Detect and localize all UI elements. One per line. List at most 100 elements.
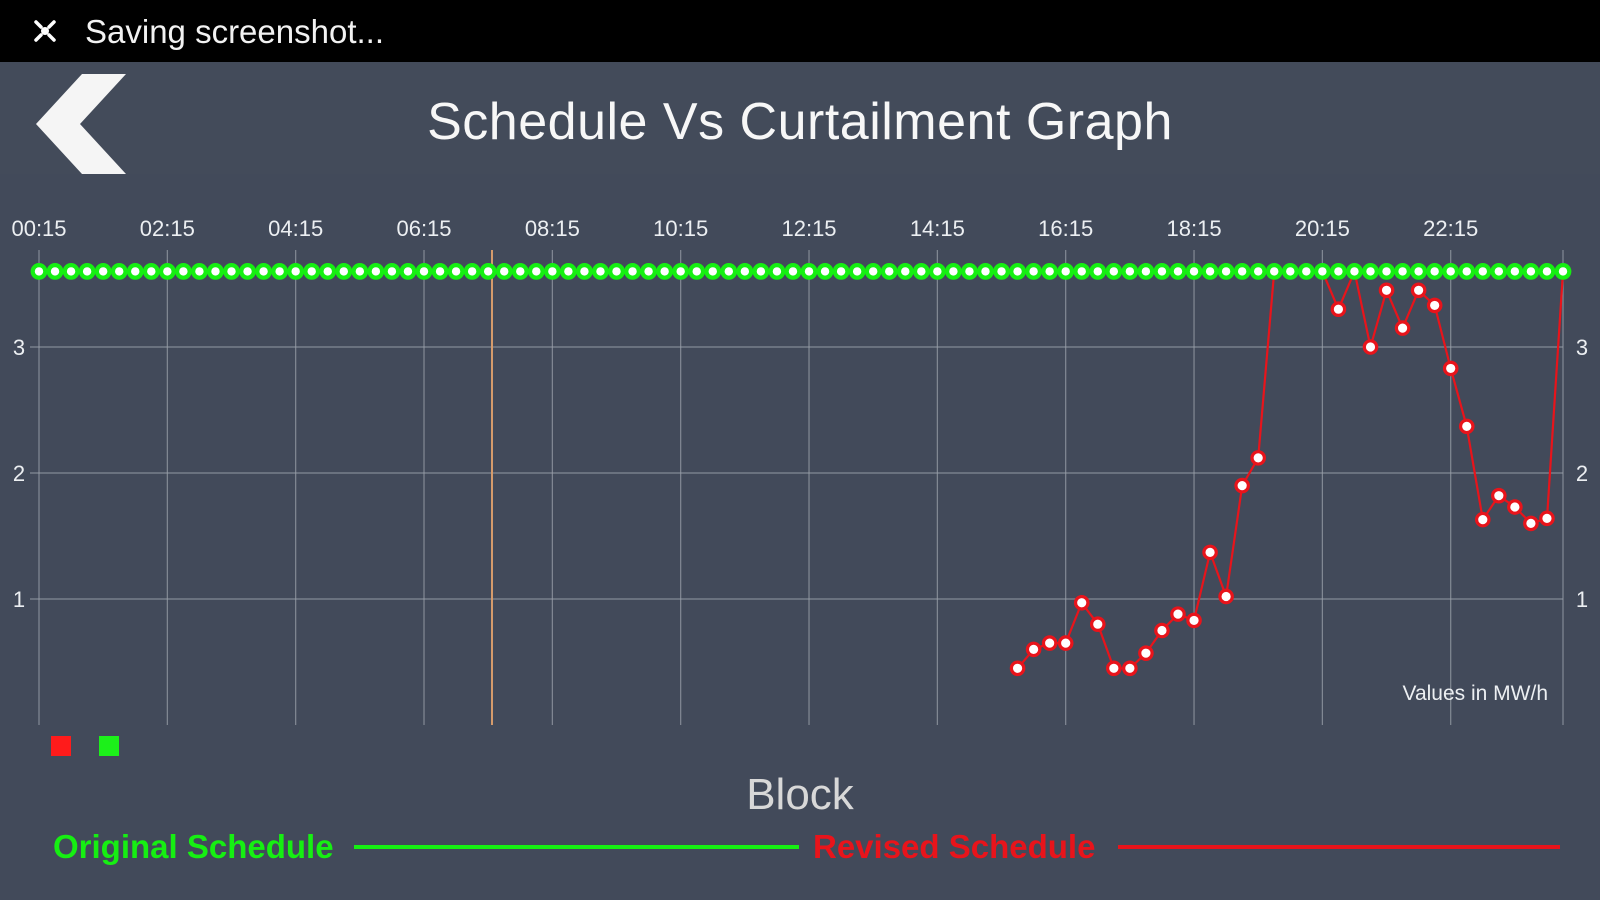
data-point-original xyxy=(62,262,80,280)
data-point-original xyxy=(961,262,978,280)
data-point-original xyxy=(1073,262,1091,280)
data-point-original xyxy=(255,262,272,280)
data-point-revised xyxy=(1507,499,1523,515)
data-point-original xyxy=(1506,262,1524,280)
data-point-original xyxy=(1394,262,1411,280)
data-point-original xyxy=(880,262,898,280)
x-tick-label: 08:15 xyxy=(525,216,580,241)
data-point-original xyxy=(158,262,176,280)
data-point-original xyxy=(223,262,240,280)
data-point-original xyxy=(816,262,834,280)
data-point-original xyxy=(1426,262,1444,280)
data-point-revised xyxy=(1362,339,1379,355)
data-point-original xyxy=(1121,262,1139,280)
data-point-revised xyxy=(1458,418,1475,435)
y-tick-label-right: 2 xyxy=(1576,461,1588,486)
data-point-original xyxy=(415,262,433,280)
data-point-original xyxy=(207,262,224,280)
data-point-revised xyxy=(1122,660,1138,677)
data-point-original xyxy=(287,262,305,280)
series-line-revised xyxy=(1016,267,1565,670)
data-point-original xyxy=(1041,262,1059,280)
data-point-revised xyxy=(1234,477,1250,494)
data-point-revised xyxy=(1186,612,1202,629)
data-point-original xyxy=(126,262,144,280)
y-axis-ticks: 1 1 2 2 3 3 xyxy=(13,335,1588,612)
legend-line-revised xyxy=(1118,845,1560,849)
data-point-original xyxy=(768,262,786,280)
x-tick-label: 10:15 xyxy=(653,216,708,241)
data-point-original xyxy=(672,262,690,280)
data-point-original xyxy=(1105,262,1123,280)
data-point-original xyxy=(912,262,930,280)
data-point-original xyxy=(1153,262,1171,280)
data-point-original xyxy=(720,262,738,280)
x-tick-label: 18:15 xyxy=(1167,216,1222,241)
data-point-original xyxy=(351,262,369,280)
data-point-original xyxy=(1265,262,1283,280)
x-tick-label: 00:15 xyxy=(11,216,66,241)
legend-swatch-original xyxy=(99,736,119,756)
data-point-original xyxy=(319,262,337,280)
data-point-revised xyxy=(1202,544,1218,561)
data-point-original xyxy=(463,262,481,280)
data-point-original xyxy=(78,262,96,280)
x-tick-label: 02:15 xyxy=(140,216,195,241)
data-point-original xyxy=(928,262,946,280)
data-point-original xyxy=(608,262,625,280)
data-point-revised xyxy=(1073,594,1090,611)
data-point-original xyxy=(1089,262,1107,280)
data-point-original xyxy=(704,262,722,280)
x-tick-label: 22:15 xyxy=(1423,216,1478,241)
app-header xyxy=(0,62,1600,174)
legend-line-original xyxy=(354,845,799,849)
data-point-original xyxy=(1137,262,1155,280)
data-point-original xyxy=(1490,262,1508,280)
data-point-original xyxy=(1025,262,1043,280)
data-point-original xyxy=(832,262,850,280)
chevron-left-icon xyxy=(36,74,126,174)
data-point-original xyxy=(1233,262,1251,280)
x-tick-label: 20:15 xyxy=(1295,216,1350,241)
data-point-original xyxy=(94,262,112,280)
chart-series xyxy=(30,262,1572,677)
data-point-original xyxy=(399,262,417,280)
data-point-original xyxy=(736,262,754,280)
data-point-original xyxy=(30,262,48,280)
data-point-original xyxy=(624,262,641,280)
data-point-original xyxy=(559,262,577,280)
data-point-revised xyxy=(1474,511,1491,528)
units-note: Values in MW/h xyxy=(1403,682,1549,705)
data-point-revised xyxy=(1041,635,1058,651)
data-point-revised xyxy=(1170,606,1186,622)
data-point-original xyxy=(1442,262,1460,280)
data-point-original xyxy=(993,262,1010,280)
data-point-revised xyxy=(1523,515,1539,532)
data-point-original xyxy=(1249,262,1267,280)
data-point-original xyxy=(1378,262,1395,280)
data-point-original xyxy=(46,262,64,280)
y-tick-label-right: 3 xyxy=(1576,335,1588,360)
data-point-original xyxy=(1217,262,1235,280)
data-point-original xyxy=(1201,262,1219,280)
data-point-original xyxy=(479,262,497,280)
data-point-revised xyxy=(1330,301,1347,317)
data-point-original xyxy=(511,262,529,280)
y-tick-label-right: 1 xyxy=(1576,587,1588,612)
data-point-original xyxy=(1474,262,1492,280)
x-axis-label: Block xyxy=(746,770,854,819)
data-point-revised xyxy=(1410,282,1427,299)
back-button[interactable] xyxy=(36,72,128,176)
data-point-original xyxy=(1169,262,1187,280)
data-point-revised xyxy=(1138,645,1154,661)
x-tick-label: 06:15 xyxy=(396,216,451,241)
data-point-revised xyxy=(1154,622,1170,639)
y-tick-label-left: 3 xyxy=(13,335,25,360)
data-point-original xyxy=(1410,262,1428,280)
data-point-original xyxy=(335,262,353,280)
x-tick-label: 04:15 xyxy=(268,216,323,241)
data-point-original xyxy=(896,262,914,280)
data-point-original xyxy=(1057,262,1075,280)
legend-label-original: Original Schedule xyxy=(53,828,334,865)
data-point-original xyxy=(431,262,449,280)
